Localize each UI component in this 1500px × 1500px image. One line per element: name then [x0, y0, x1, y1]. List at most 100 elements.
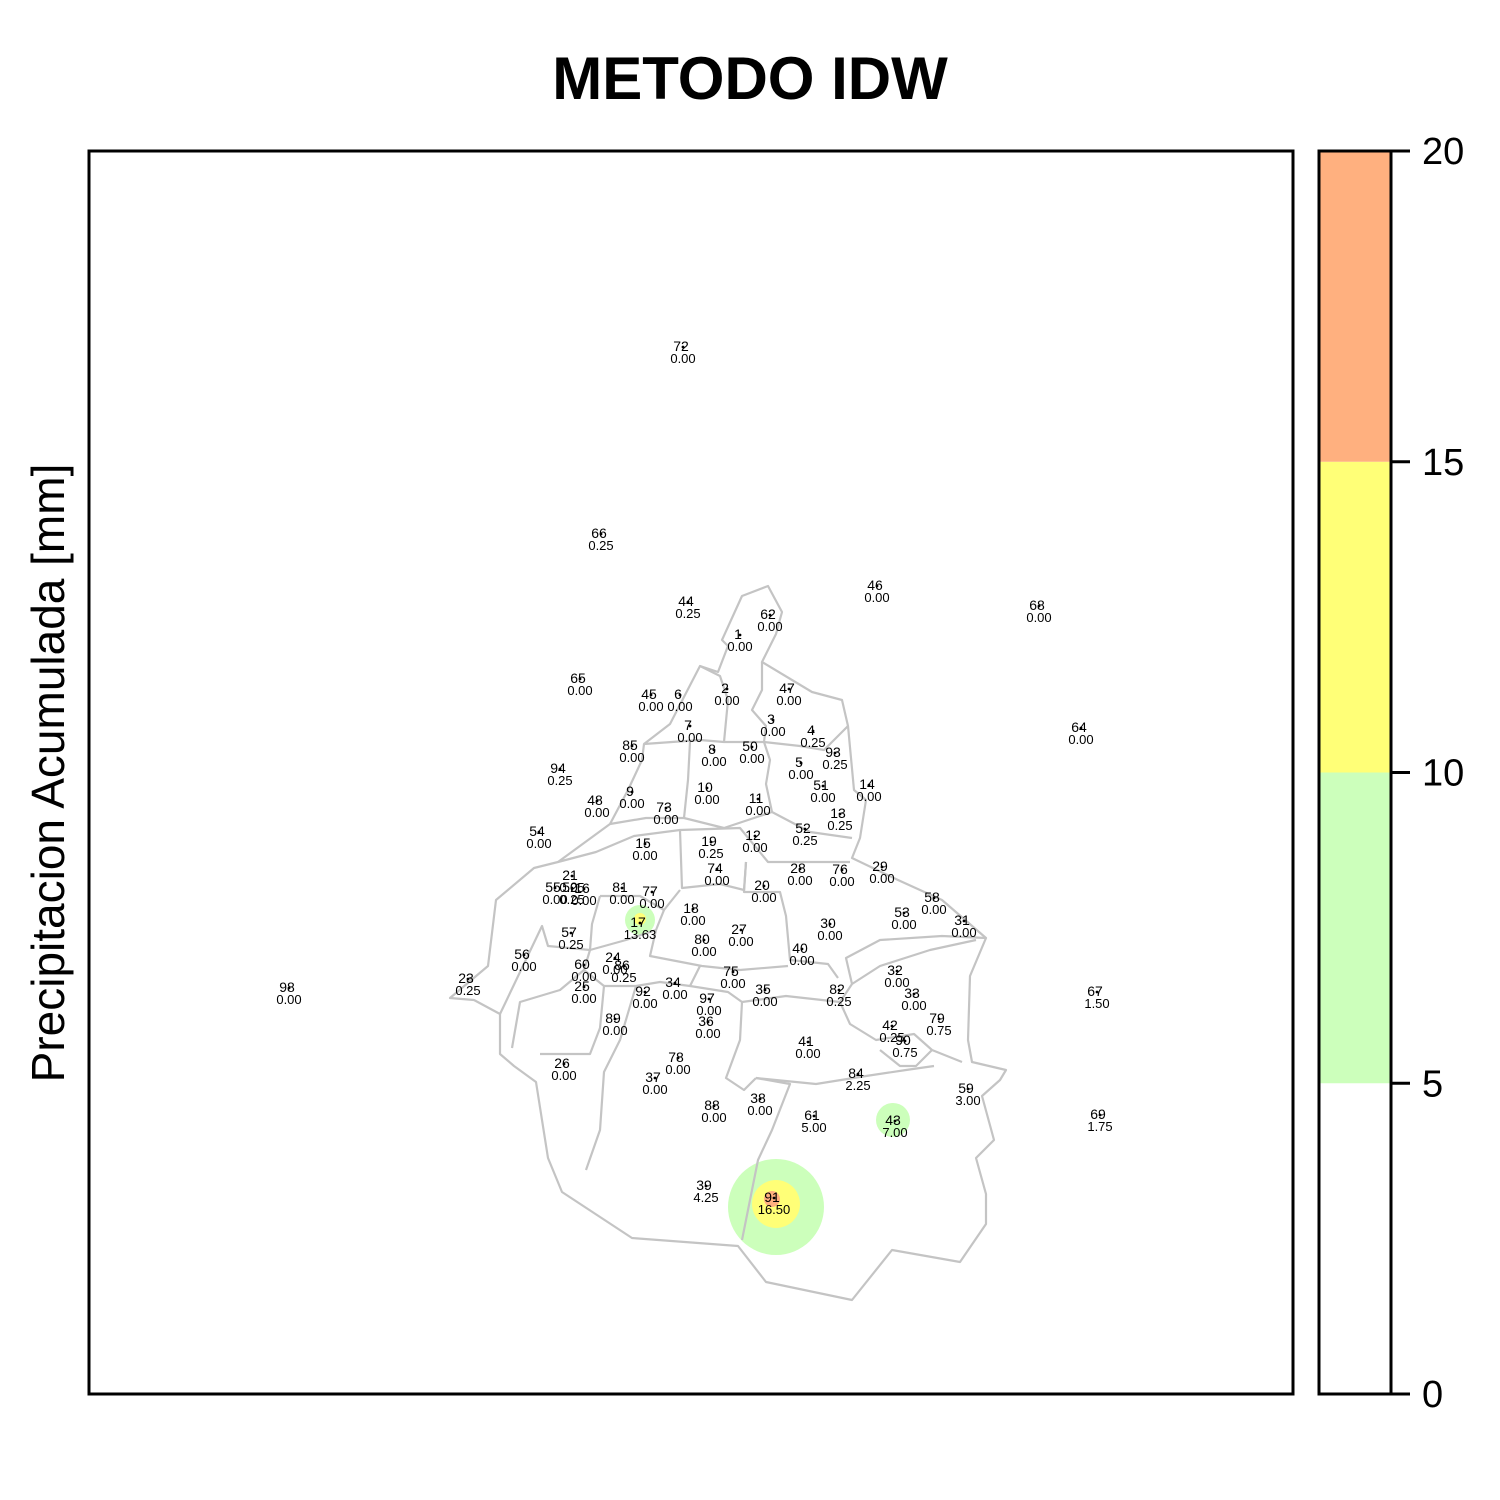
station-marker — [738, 633, 742, 637]
station-label-16: 160.00 — [571, 880, 596, 908]
surface-blob-43-green — [876, 1103, 910, 1137]
station-value: 0.75 — [892, 1045, 917, 1060]
station-id: 51 — [813, 777, 829, 793]
boundary-line — [755, 1064, 935, 1086]
station-marker — [562, 1062, 566, 1066]
station-label-18: 180.00 — [680, 900, 705, 928]
legend-band-0-5 — [1319, 1083, 1391, 1394]
station-marker — [1098, 1113, 1102, 1117]
station-value: 0.00 — [694, 792, 719, 807]
station-marker — [707, 997, 711, 1001]
station-marker — [762, 884, 766, 888]
station-id: 92 — [635, 983, 651, 999]
station-label-56: 560.00 — [511, 946, 536, 974]
station-value: 2.25 — [845, 1078, 870, 1093]
station-marker — [582, 887, 586, 891]
legend-ticks: 0 5 10 15 20 — [1391, 131, 1464, 1416]
station-id: 23 — [458, 970, 474, 986]
station-id: 88 — [704, 1097, 720, 1113]
station-value: 0.00 — [696, 1003, 721, 1018]
station-value: 0.00 — [1026, 610, 1051, 625]
station-marker — [702, 938, 706, 942]
boundary-line — [663, 889, 681, 911]
station-marker — [837, 988, 841, 992]
station-value: 0.00 — [695, 1026, 720, 1041]
station-label-93: 930.25 — [822, 744, 847, 772]
map-frame — [87, 149, 1295, 1396]
station-value: 0.00 — [602, 1023, 627, 1038]
station-label-19: 190.25 — [698, 833, 723, 861]
station-label-26: 260.00 — [551, 1055, 576, 1083]
surface-blob-17-yellow — [634, 913, 646, 925]
station-id: 1 — [734, 626, 742, 642]
station-label-97: 970.00 — [696, 990, 721, 1018]
boundary-line — [699, 665, 730, 743]
station-value: 0.00 — [760, 724, 785, 739]
station-label-25: 250.00 — [571, 978, 596, 1006]
station-id: 81 — [612, 879, 628, 895]
boundary-line — [762, 741, 774, 813]
station-marker — [620, 886, 624, 890]
station-label-39: 394.25 — [693, 1177, 718, 1205]
station-label-9: 90.00 — [619, 783, 644, 811]
station-marker — [704, 1184, 708, 1188]
station-value: 0.00 — [728, 934, 753, 949]
station-marker — [821, 784, 825, 788]
station-marker — [895, 969, 899, 973]
station-value: 0.00 — [642, 1082, 667, 1097]
station-marker — [570, 886, 574, 890]
station-marker — [966, 1087, 970, 1091]
station-label-61: 615.00 — [801, 1107, 826, 1135]
boundary-line — [740, 1076, 792, 1241]
station-value: 0.00 — [720, 976, 745, 991]
station-marker — [725, 687, 729, 691]
station-id: 66 — [591, 525, 607, 541]
station-marker — [771, 718, 775, 722]
station-id: 44 — [678, 593, 694, 609]
station-marker — [932, 896, 936, 900]
station-id: 13 — [830, 805, 846, 821]
station-value: 0.25 — [698, 846, 723, 861]
station-label-48: 480.00 — [584, 792, 609, 820]
station-label-68: 680.00 — [1026, 597, 1051, 625]
station-id: 79 — [929, 1010, 945, 1026]
station-value: 0.25 — [822, 757, 847, 772]
station-value: 0.00 — [680, 913, 705, 928]
station-id: 28 — [790, 860, 806, 876]
station-marker — [893, 1119, 897, 1123]
station-id: 54 — [529, 823, 545, 839]
station-marker — [691, 907, 695, 911]
station-id: 47 — [779, 680, 795, 696]
station-label-33: 330.00 — [901, 985, 926, 1013]
district-boundaries — [448, 584, 1008, 1302]
station-id: 78 — [668, 1049, 684, 1065]
station-id: 52 — [795, 820, 811, 836]
station-marker — [799, 761, 803, 765]
station-marker — [833, 751, 837, 755]
station-label-50: 500.25 — [559, 879, 584, 907]
station-id: 25 — [574, 978, 590, 994]
station-marker — [812, 1114, 816, 1118]
station-label-81: 810.00 — [609, 879, 634, 907]
station-id: 7 — [684, 717, 692, 733]
station-label-46: 460.00 — [864, 577, 889, 605]
station-id: 58 — [924, 889, 940, 905]
station-label-12: 120.00 — [742, 827, 767, 855]
station-marker — [772, 1196, 776, 1200]
station-value: 0.00 — [901, 998, 926, 1013]
station-id: 24 — [605, 949, 621, 965]
station-id: 94 — [550, 760, 566, 776]
station-marker — [569, 931, 573, 935]
station-id: 31 — [954, 912, 970, 928]
station-id: 11 — [749, 790, 764, 806]
station-value: 0.00 — [757, 619, 782, 634]
station-label-6: 60.00 — [667, 686, 692, 714]
station-id: 18 — [683, 900, 699, 916]
station-value: 0.25 — [827, 818, 852, 833]
station-marker — [706, 1020, 710, 1024]
station-id: 33 — [904, 985, 920, 1001]
station-marker — [466, 977, 470, 981]
station-id: 89 — [605, 1010, 621, 1026]
station-value: 1.50 — [1084, 996, 1109, 1011]
